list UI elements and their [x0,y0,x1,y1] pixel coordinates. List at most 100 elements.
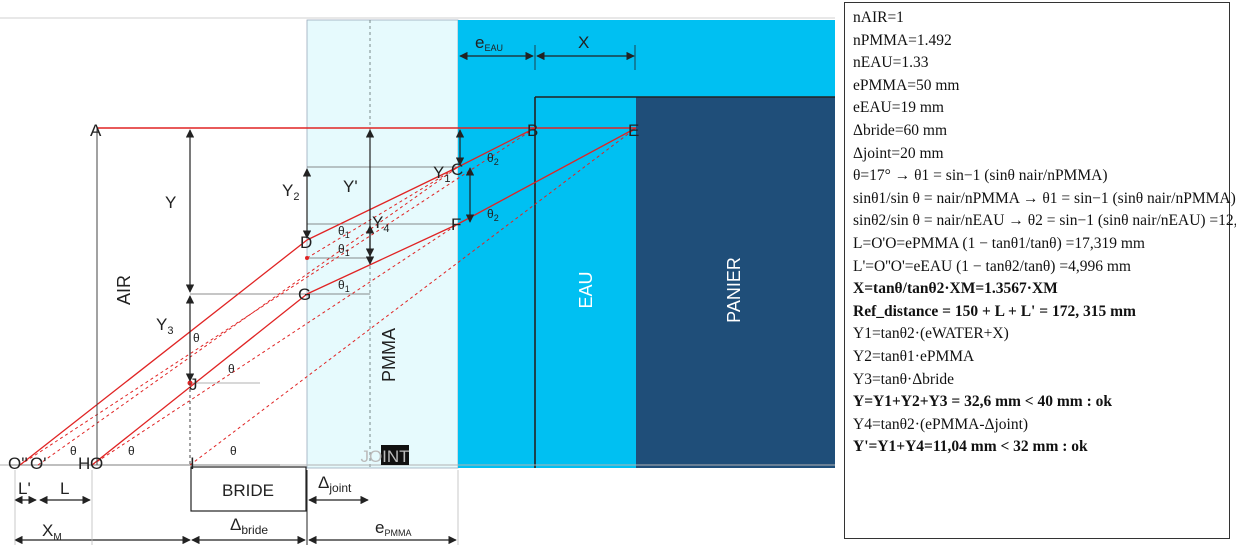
ray-lower-pmma [306,223,459,295]
point-o: O [90,454,103,473]
angle-theta-i: θ [230,444,237,458]
angle-theta2-f: θ2 [487,207,499,223]
point-f: F [451,215,461,234]
angle-theta-h: θ [128,444,135,458]
pmma-region [306,19,459,469]
label-y2: Y2 [282,181,299,203]
label-delta-joint-main: Δ [318,473,329,492]
angle-theta2-f-main: θ [487,207,494,221]
ray-upper-eau [457,127,536,168]
angle-theta-j1: θ [193,331,200,345]
label-y2-main: Y [282,181,293,200]
formula-line: sinθ1/sin θ = nair/nPMMA → θ1 = sin−1 (s… [853,189,1236,207]
angle-theta-o: θ [70,444,77,458]
angle-theta1-g-sub: 1 [345,284,350,294]
angle-theta2-c-main: θ [487,151,494,165]
angle-theta1-g: θ1 [338,278,350,294]
label-y4-main: Y [372,213,383,232]
label-y3-sub: 3 [167,325,173,337]
label-delta-joint-sub: joint [328,481,352,495]
angle-theta1-d1-sub: 1 [345,230,350,240]
label-y2-sub: 2 [293,191,299,203]
label-delta-joint: Δjoint [318,473,352,495]
ray-upper-pmma [306,166,459,241]
ray-dashed-1 [37,166,459,466]
angle-theta1-d2-sub: 1 [345,248,350,258]
ray-lower-eau [457,127,637,225]
angle-theta1-g-main: θ [338,278,345,292]
joint-highlight [381,445,409,465]
formula-line: L'=O''O'=eEAU (1 − tanθ2/tanθ) =4,996 mm [853,257,1131,275]
label-y1-sub: 1 [444,173,450,185]
ray-dashed-3 [19,127,536,466]
label-y3-main: Y [156,315,167,334]
point-i: I [190,454,195,473]
label-yp: Y' [343,177,358,196]
formula-line: Y=Y1+Y2+Y3 = 32,6 mm < 40 mm : ok [853,393,1112,411]
point-d-dot [305,256,309,260]
pmma-label: PMMA [379,328,399,382]
label-y4-sub: 4 [383,223,389,235]
angle-theta2-c: θ2 [487,151,499,167]
label-e-pmma-main: e [375,518,384,537]
label-delta-bride-sub: bride [241,523,268,537]
angle-theta1-d2-main: θ [338,242,345,256]
formula-line: Y3=tanθ·Δbride [853,370,955,388]
formula-line: ePMMA=50 mm [853,76,960,94]
joint-label: JOINT [360,447,409,466]
formula-line: Δjoint=20 mm [853,144,944,162]
ray-dashed-2 [91,223,459,466]
formula-line: Ref_distance = 150 + L + L' = 172, 315 m… [853,302,1136,320]
formula-line: Y'=Y1+Y4=11,04 mm < 32 mm : ok [853,438,1088,456]
angle-theta2-c-sub: 2 [494,157,499,167]
label-y: Y [165,193,176,212]
label-l-prime: L' [18,479,31,498]
formula-line: eEAU=19 mm [853,99,944,117]
label-y1-main: Y [433,163,444,182]
formula-panel: nAIR=1 nPMMA=1.492 nEAU=1.33 ePMMA=50 mm eEA… [844,2,1236,539]
point-h: H [78,454,90,473]
formula-line: Y4=tanθ2·(ePMMA-Δjoint) [853,415,1029,433]
angle-theta-j2: θ [228,362,235,376]
formula-line: nEAU=1.33 [853,54,929,72]
label-x: X [578,33,589,52]
label-xm-main: X [42,521,53,540]
label-delta-bride-main: Δ [230,515,241,534]
ray-upper-air [19,239,308,466]
label-e-pmma-sub: PMMA [384,528,411,538]
panier-label: PANIER [724,257,744,323]
label-e-eau: eEAU [475,33,503,53]
ray-lower-air [91,293,308,466]
point-b: B [527,121,538,140]
optics-diagram: AIR PMMA EAU PANIER JOINT BRIDE A B C D … [0,17,835,545]
label-xm-sub: M [53,532,61,543]
angle-theta1-d1: θ1 [338,224,350,240]
point-j: J [189,375,198,394]
angle-theta1-d2: θ1 [338,242,350,258]
formula-line: nPMMA=1.492 [853,31,952,49]
label-y4: Y4 [372,213,389,235]
ray-dashed-5 [306,166,459,259]
label-e-eau-main: e [475,33,484,52]
point-opp: O'' [8,454,28,473]
label-e-pmma: ePMMA [375,518,411,538]
label-y3: Y3 [156,315,173,337]
formula-line: Y1=tanθ2·(eWATER+X) [853,325,1009,343]
label-e-eau-sub: EAU [484,43,503,53]
label-delta-bride: Δbride [230,515,268,537]
angle-theta1-d1-main: θ [338,224,345,238]
angle-theta2-f-sub: 2 [494,213,499,223]
label-xm: XM [42,521,62,543]
point-c: C [451,160,463,179]
eau-label: EAU [576,271,596,308]
bride-box [190,466,307,512]
point-d: D [300,233,312,252]
panier-region [636,97,835,468]
point-op: O' [30,454,46,473]
formula-line: Δbride=60 mm [853,121,948,139]
formula-line: L=O'O=ePMMA (1 − tanθ1/tanθ) =17,319 mm [853,234,1145,252]
air-label: AIR [114,275,134,305]
formula-line: nAIR=1 [853,9,904,26]
bride-label: BRIDE [222,481,274,500]
formula-line: X=tanθ/tanθ2·XM=1.3567·XM [853,280,1058,298]
